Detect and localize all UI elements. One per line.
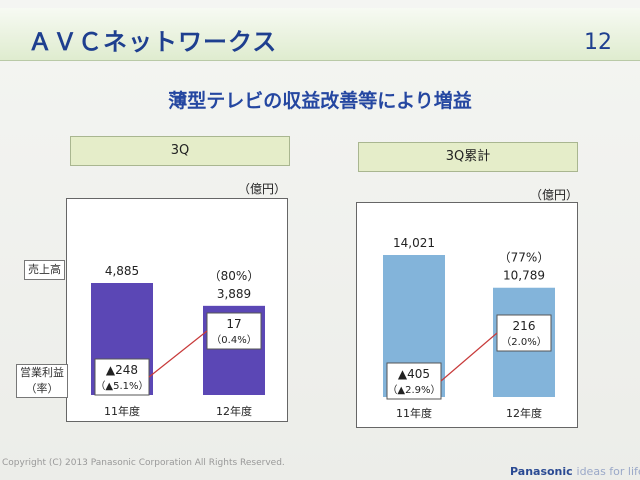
left-chart-panel: 4,885 11年度 3,889 12年度 （80%） ▲248 （▲5.1%） 17 （0.4…	[66, 198, 288, 422]
left-chart-svg: 4,885 11年度 3,889 12年度 （80%） ▲248 （▲5.1%） 17 （0.4…	[91, 264, 265, 418]
category-label-2: 12年度	[216, 404, 252, 418]
value-label-2: 3,889	[217, 287, 251, 301]
brand-logo: Panasonic ideas for life	[510, 465, 640, 478]
header-bar: ＡＶＣネットワークス 12	[0, 8, 640, 61]
profit-rate-1: （▲2.9%）	[387, 384, 440, 396]
brand-name: Panasonic	[510, 465, 573, 478]
profit-value-1: ▲248	[106, 363, 138, 377]
right-unit-label: （億円）	[530, 188, 579, 202]
right-chart-title: 3Q累計	[358, 142, 578, 172]
value-label-2: 10,789	[503, 269, 545, 283]
profit-rate-2: （2.0%）	[501, 336, 546, 348]
profit-trend-line	[148, 330, 208, 378]
sales-row-label: 売上高	[24, 260, 65, 280]
yoy-label: （80%）	[209, 269, 260, 283]
brand-tagline: ideas for life	[576, 465, 640, 478]
left-chart-title: 3Q	[70, 136, 290, 166]
yoy-label: （77%）	[499, 251, 550, 265]
profit-rate-1: （▲5.1%）	[95, 380, 148, 392]
category-label-1: 11年度	[396, 406, 432, 420]
page-title: ＡＶＣネットワークス	[28, 28, 278, 56]
profit-value-2: 216	[513, 319, 536, 333]
rate-row-label: （率）	[25, 382, 59, 395]
value-label-1: 14,021	[393, 236, 435, 250]
slide-subtitle: 薄型テレビの収益改善等により増益	[168, 90, 472, 112]
category-label-1: 11年度	[104, 404, 140, 418]
profit-box-1	[386, 362, 442, 400]
profit-rate-2: （0.4%）	[211, 334, 256, 346]
page-number: 12	[584, 30, 612, 55]
left-unit-label: （億円）	[238, 182, 287, 196]
category-label-2: 12年度	[506, 406, 542, 420]
profit-row-label: 営業利益	[20, 366, 64, 379]
right-chart-svg: 14,021 11年度 10,789 12年度 （77%） ▲405 （▲2.9%） 216 （…	[383, 236, 555, 420]
value-label-1: 4,885	[105, 264, 139, 278]
copyright-text: Copyright (C) 2013 Panasonic Corporation…	[2, 458, 285, 468]
profit-row-label-box: 営業利益 （率）	[16, 364, 68, 398]
right-chart-panel: 14,021 11年度 10,789 12年度 （77%） ▲405 （▲2.9%） 216 （…	[356, 202, 578, 428]
profit-trend-line	[440, 332, 498, 382]
profit-value-2: 17	[226, 317, 241, 331]
profit-box-2	[496, 314, 552, 352]
profit-value-1: ▲405	[398, 367, 430, 381]
profit-box-1	[94, 358, 150, 396]
